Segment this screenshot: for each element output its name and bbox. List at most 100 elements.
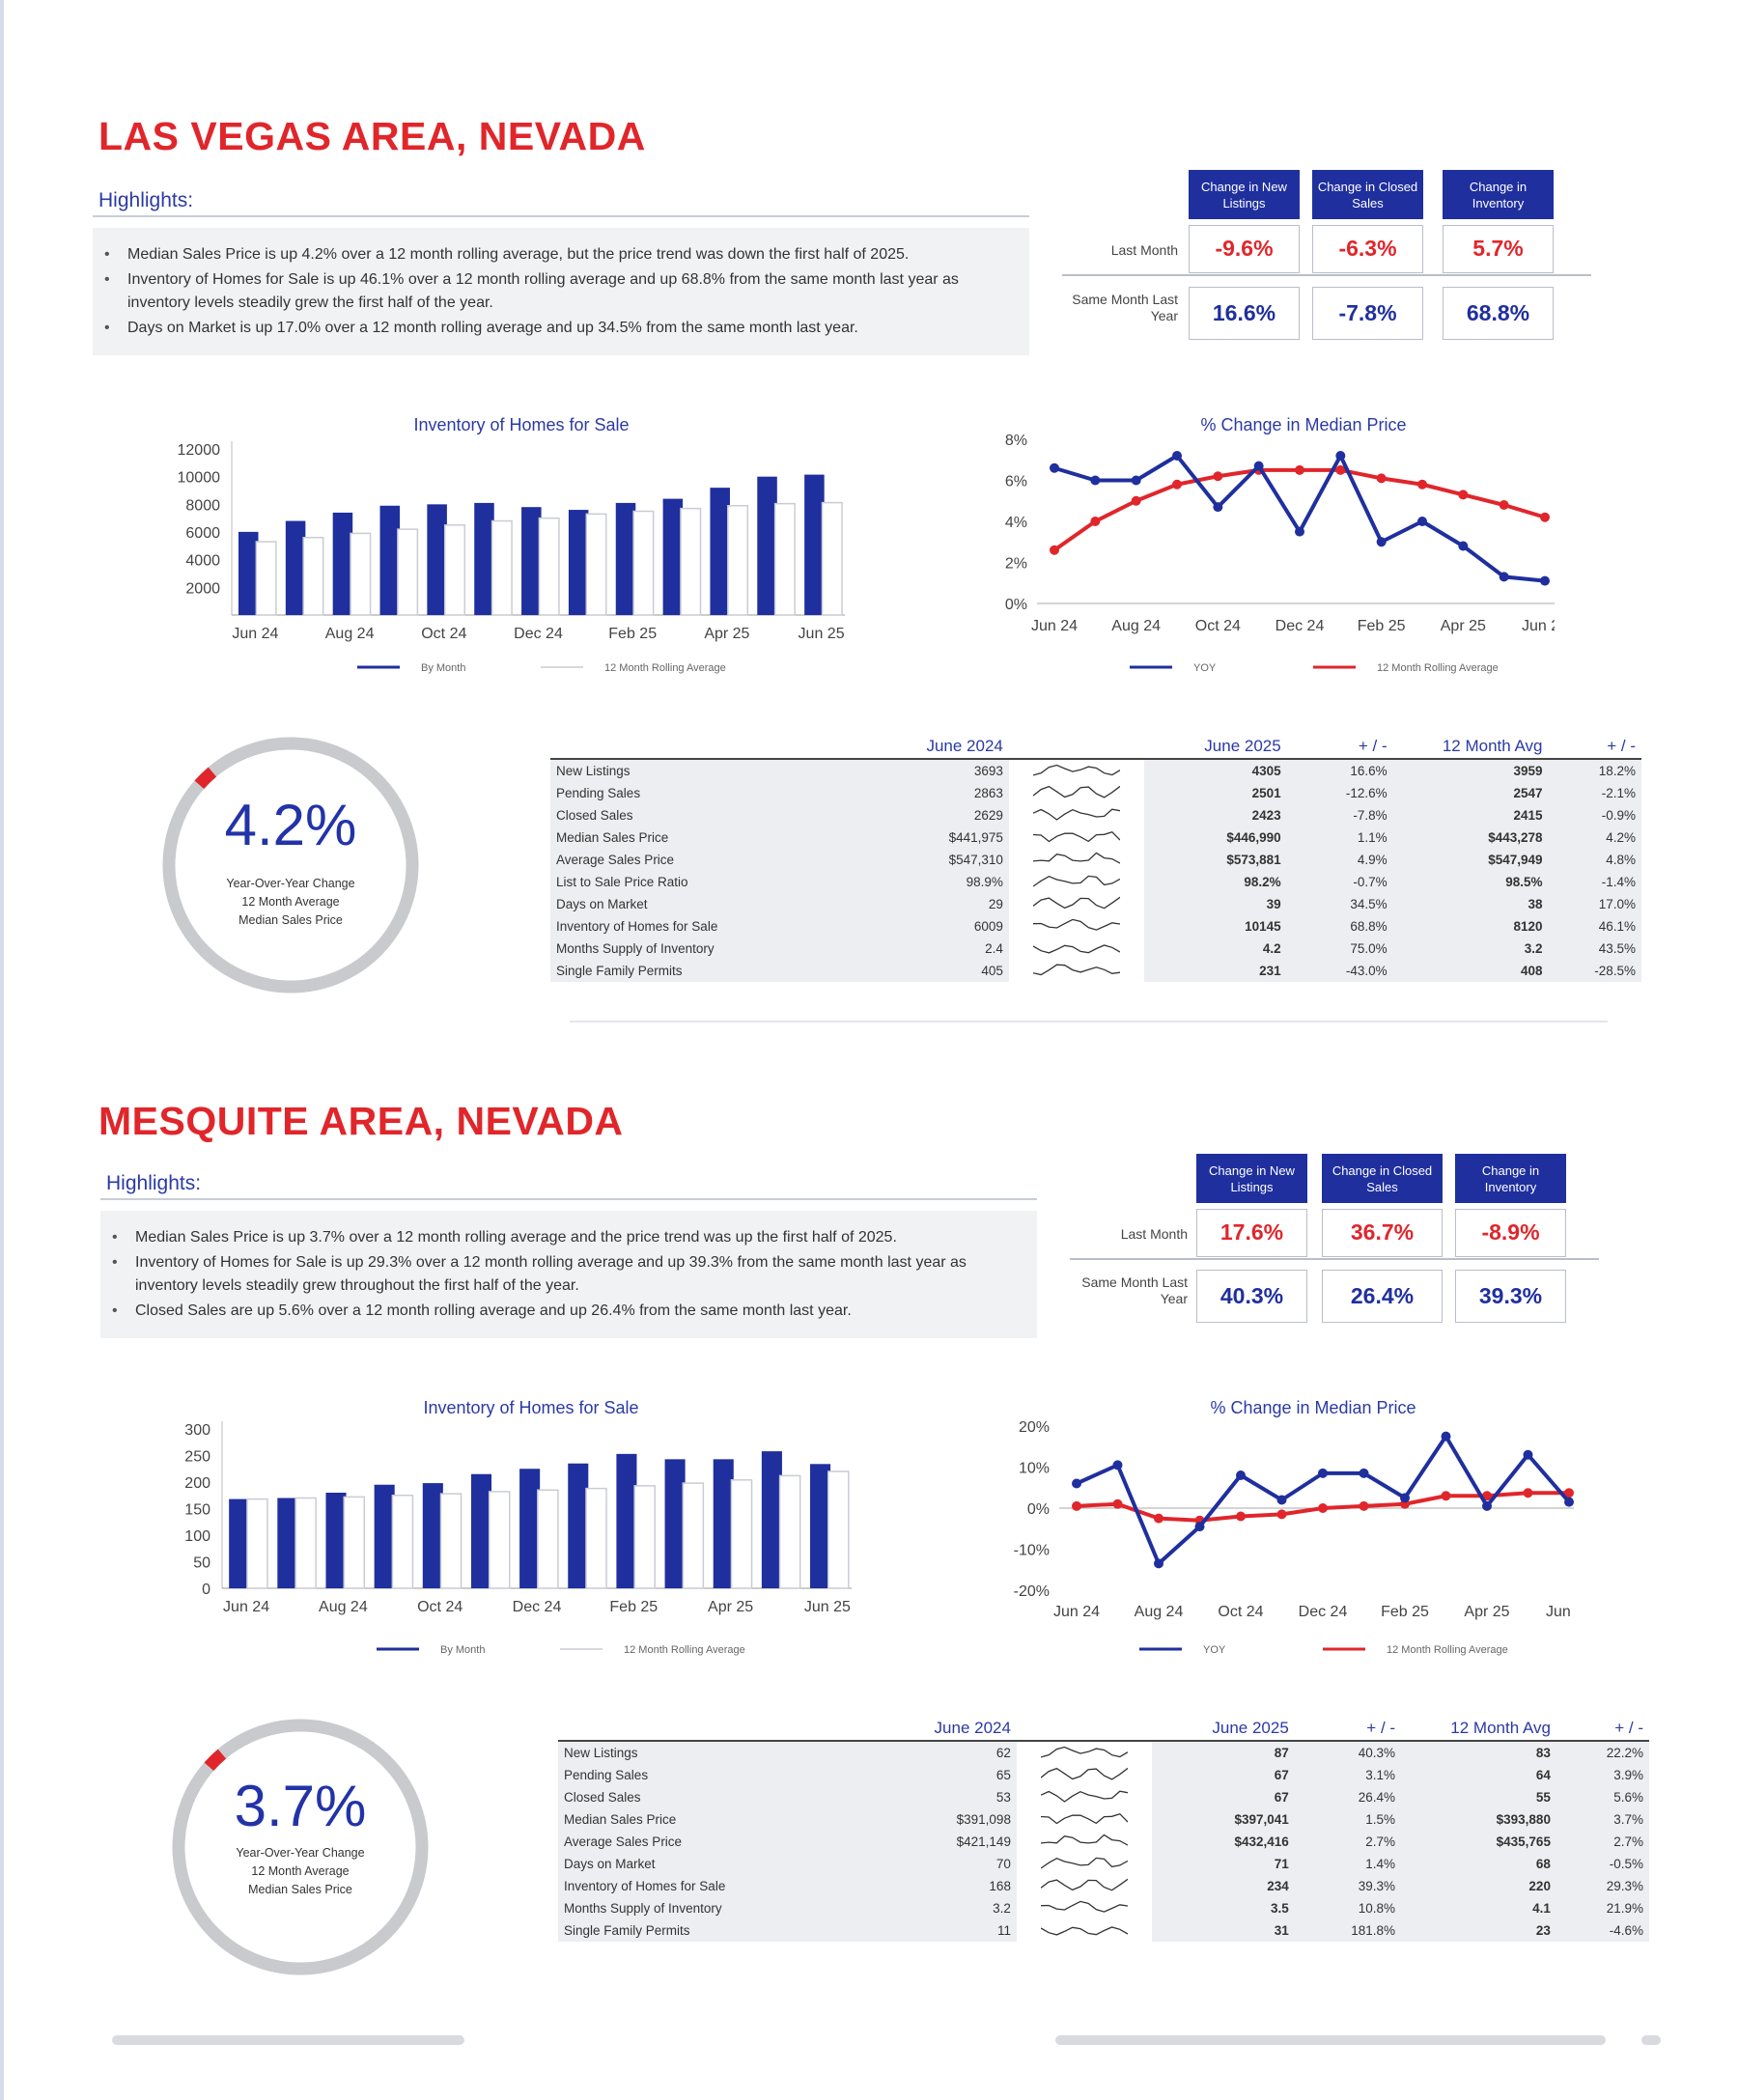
avg-change-pct: 5.6%	[1556, 1786, 1649, 1808]
june-2024-value: 98.9%	[883, 871, 1009, 893]
bar-by-month	[277, 1498, 298, 1588]
y-tick-label: 50	[193, 1555, 210, 1572]
june-2024-value: $547,310	[883, 849, 1009, 871]
sparkline-cell	[1017, 1786, 1152, 1808]
june-2025-value: $432,416	[1152, 1831, 1295, 1853]
highlights-rule	[93, 215, 1029, 217]
y-tick-label: 4000	[185, 553, 220, 570]
data-point	[1295, 464, 1304, 475]
bar-by-month	[474, 502, 494, 615]
y-tick-label: 8%	[1005, 433, 1027, 449]
chart-title: Inventory of Homes for Sale	[423, 1398, 639, 1417]
data-point	[1050, 545, 1059, 555]
sparkline-cell	[1009, 915, 1144, 938]
sparkline	[1040, 1857, 1129, 1869]
stats-header: June 2024	[883, 735, 1009, 760]
bar-by-month	[238, 531, 259, 615]
bar-rolling-average	[488, 1491, 511, 1589]
data-point	[1564, 1488, 1574, 1498]
sparkline	[1041, 1812, 1129, 1825]
change-header: Change in Closed Sales	[1312, 170, 1423, 219]
table-row: List to Sale Price Ratio 98.9% 98.2% -0.7% 9…	[550, 871, 1641, 893]
bar-by-month	[374, 1484, 395, 1588]
section-title: MESQUITE AREA, NEVADA	[98, 1099, 624, 1143]
legend-label: 12 Month Rolling Average	[1377, 662, 1499, 674]
change-pct: 68.8%	[1286, 915, 1393, 938]
change-pct: 1.5%	[1294, 1808, 1402, 1831]
change-header-text: Change in Inventory	[1481, 1163, 1540, 1194]
data-point	[1376, 537, 1387, 547]
twelve-month-avg: 2415	[1392, 804, 1549, 826]
x-tick-label: Dec 24	[1299, 1604, 1348, 1620]
change-pct: 10.8%	[1294, 1897, 1402, 1919]
data-point	[1131, 495, 1141, 506]
data-point	[1253, 461, 1264, 471]
stats-header	[550, 735, 884, 760]
x-tick-label: Oct 24	[1218, 1604, 1263, 1620]
y-tick-label: 10%	[1019, 1461, 1050, 1477]
donut-caption-line: Year-Over-Year Change	[226, 877, 355, 890]
chart-legend: By Month 12 Month Rolling Average	[357, 662, 726, 674]
sparkline-cell	[1009, 759, 1144, 782]
bar-by-month	[662, 498, 684, 615]
data-point	[1499, 500, 1509, 510]
stats-header: + / -	[1294, 1717, 1402, 1742]
y-tick-label: 2000	[185, 580, 220, 597]
chart-title: Inventory of Homes for Sale	[413, 415, 630, 434]
data-point	[1172, 451, 1182, 461]
stats-header	[1016, 1717, 1153, 1742]
change-rule	[1062, 274, 1591, 276]
stats-header: June 2025	[1152, 1717, 1295, 1742]
sparkline	[1040, 1790, 1129, 1803]
chart-title: % Change in Median Price	[1210, 1398, 1416, 1417]
sparkline-cell	[1009, 804, 1144, 826]
data-point	[1417, 479, 1427, 490]
x-tick-label: Dec 24	[513, 1599, 562, 1615]
change-value: 17.6%	[1196, 1209, 1307, 1257]
june-2024-value: 168	[891, 1875, 1017, 1897]
legend-label: By Month	[421, 662, 465, 674]
footer-left-blur	[112, 2035, 464, 2045]
donut-caption-line: 12 Month Average	[251, 1864, 350, 1878]
twelve-month-avg: 4.1	[1401, 1897, 1556, 1919]
donut-value: 3.7%	[234, 1774, 367, 1838]
donut-caption: Year-Over-Year Change 12 Month Average M…	[167, 1844, 434, 1899]
bar-by-month	[664, 1459, 686, 1588]
change-header: Change in Closed Sales	[1322, 1154, 1443, 1203]
data-point	[1458, 541, 1469, 551]
bar-by-month	[616, 1453, 637, 1588]
y-tick-label: 300	[184, 1422, 210, 1439]
change-header-text: Change in Closed Sales	[1317, 180, 1418, 210]
data-point	[1400, 1493, 1410, 1503]
data-point	[1499, 572, 1509, 582]
stats-table: June 2024 June 2025 + / -12 Month Avg + / -…	[558, 1717, 1649, 1942]
x-tick-label: Oct 24	[1195, 618, 1241, 634]
bar-by-month	[229, 1498, 250, 1588]
highlights-label: Highlights:	[106, 1172, 202, 1194]
highlights-rule	[100, 1198, 1037, 1200]
data-point	[1154, 1513, 1163, 1524]
bar-rolling-average	[538, 517, 560, 616]
change-pct: 4.9%	[1286, 849, 1393, 871]
x-tick-label: Jun 25	[1522, 618, 1555, 634]
sparkline	[1041, 1834, 1129, 1846]
change-header-text: Change in New Listings	[1209, 1163, 1295, 1194]
june-2025-value: $446,990	[1144, 826, 1287, 849]
metric-label: Days on Market	[550, 893, 884, 915]
x-tick-label: Aug 24	[319, 1599, 368, 1615]
june-2025-value: 67	[1152, 1786, 1295, 1808]
june-2025-value: 231	[1144, 960, 1287, 982]
donut-caption: Year-Over-Year Change 12 Month Average M…	[157, 875, 424, 930]
june-2024-value: $421,149	[891, 1831, 1017, 1853]
june-2024-value: 62	[891, 1741, 1017, 1764]
bar-rolling-average	[773, 502, 796, 616]
sparkline	[1033, 852, 1121, 864]
bar-rolling-average	[680, 507, 702, 616]
data-point	[1090, 517, 1101, 526]
median-price-line-chart: 20% 10% 0% -10% -20%Jun 24 Aug 24 Oct 24 Dec 24…	[1014, 1419, 1574, 1620]
data-point	[1090, 475, 1101, 486]
change-header: Change in Inventory	[1443, 170, 1554, 219]
highlights-box: Median Sales Price is up 3.7% over a 12 …	[100, 1211, 1037, 1338]
sparkline-cell	[1009, 893, 1144, 915]
table-row: Average Sales Price $547,310 $573,881 4.9% $…	[550, 849, 1641, 871]
